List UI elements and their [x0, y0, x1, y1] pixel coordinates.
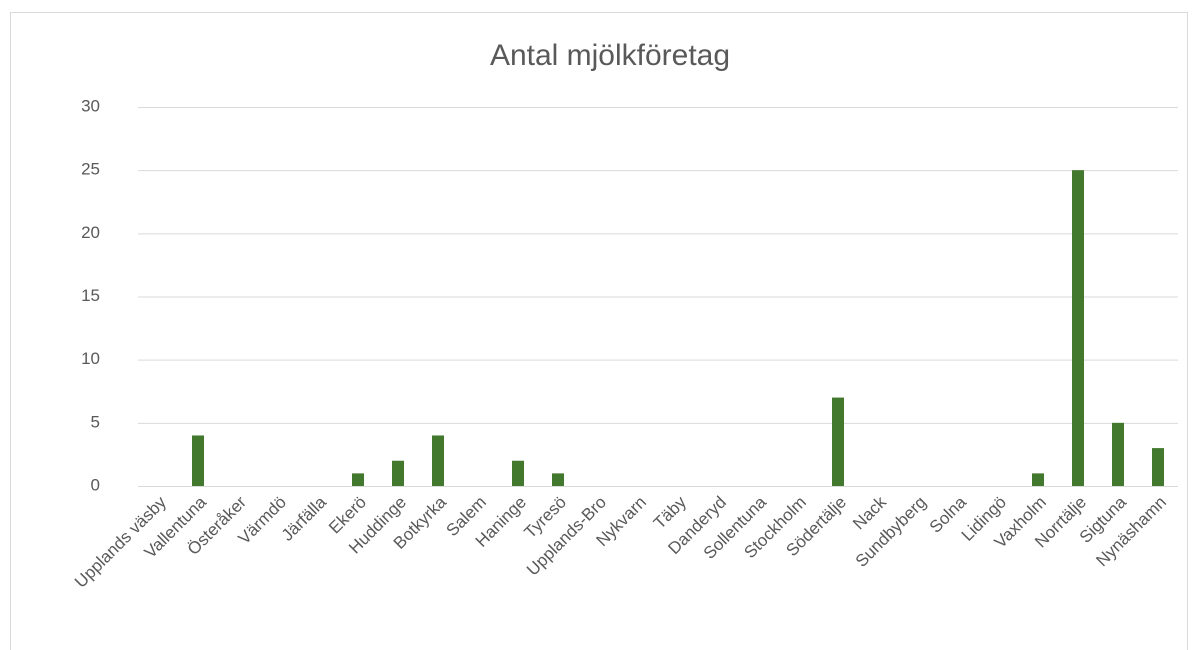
bar: [552, 473, 564, 486]
y-tick-label: 30: [81, 96, 100, 115]
bar: [352, 473, 364, 486]
y-tick-label: 10: [81, 349, 100, 368]
bar: [1032, 473, 1044, 486]
bar: [432, 435, 444, 486]
chart-frame: [10, 12, 1188, 650]
chart-title: Antal mjölkföretag: [490, 39, 730, 72]
y-tick-label: 0: [91, 475, 100, 494]
bar: [392, 460, 404, 486]
bar: [512, 460, 524, 486]
bar: [192, 435, 204, 486]
y-tick-label: 15: [81, 286, 100, 305]
bar: [1112, 422, 1124, 486]
bar: [832, 397, 844, 486]
bar: [1152, 448, 1164, 486]
y-tick-label: 5: [91, 412, 100, 431]
bar: [1072, 170, 1084, 486]
y-tick-label: 25: [81, 160, 100, 179]
y-tick-label: 20: [81, 223, 100, 242]
